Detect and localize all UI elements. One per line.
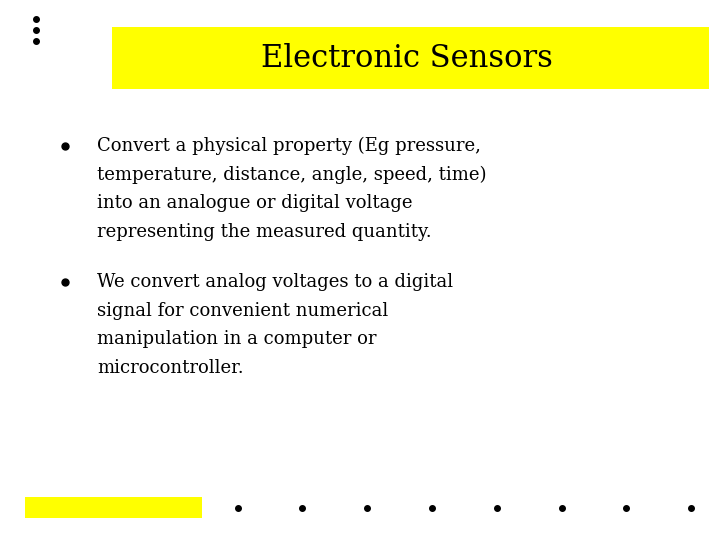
Text: into an analogue or digital voltage: into an analogue or digital voltage xyxy=(97,194,413,212)
Text: Electronic Sensors: Electronic Sensors xyxy=(261,43,553,73)
Text: representing the measured quantity.: representing the measured quantity. xyxy=(97,222,432,241)
Text: Convert a physical property (Eg pressure,: Convert a physical property (Eg pressure… xyxy=(97,137,481,155)
Text: temperature, distance, angle, speed, time): temperature, distance, angle, speed, tim… xyxy=(97,165,487,184)
Text: microcontroller.: microcontroller. xyxy=(97,359,244,377)
Bar xyxy=(25,497,202,518)
Bar xyxy=(112,27,709,89)
Text: manipulation in a computer or: manipulation in a computer or xyxy=(97,330,377,348)
Text: signal for convenient numerical: signal for convenient numerical xyxy=(97,301,389,320)
Text: We convert analog voltages to a digital: We convert analog voltages to a digital xyxy=(97,273,454,291)
